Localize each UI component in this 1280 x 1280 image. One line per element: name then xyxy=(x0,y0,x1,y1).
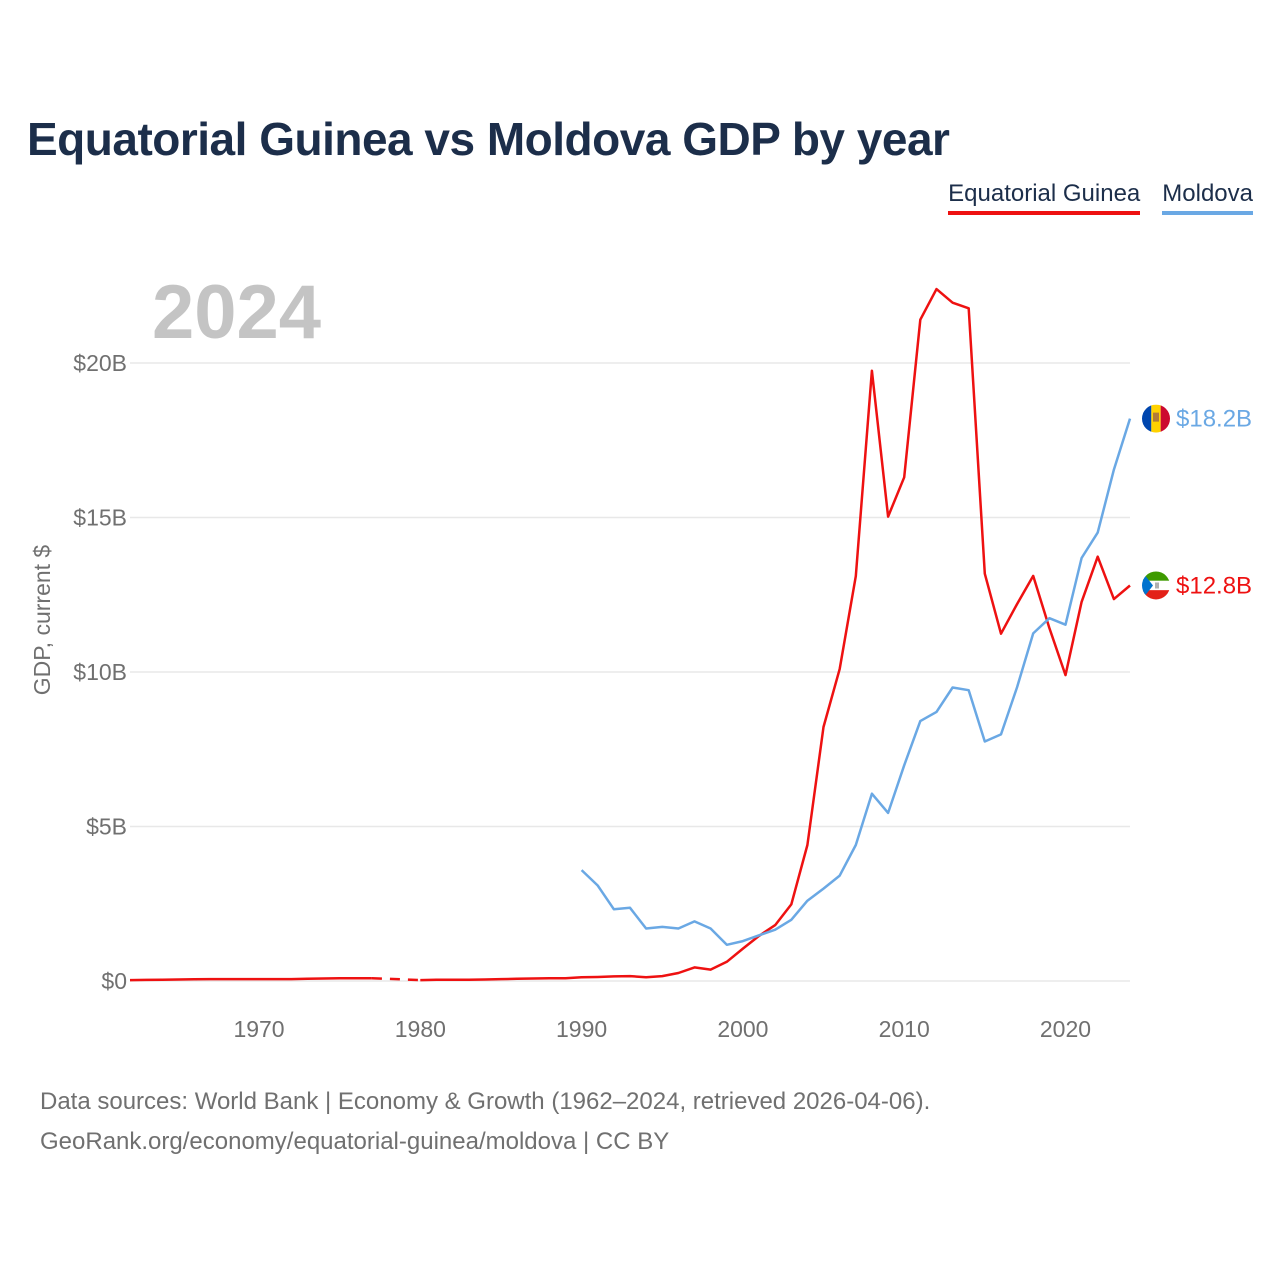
y-tick-label: $20B xyxy=(73,350,127,376)
moldova-flag-icon xyxy=(1142,404,1170,433)
x-tick-label: 2020 xyxy=(1040,1016,1091,1042)
y-tick-label: $10B xyxy=(73,659,127,685)
y-tick-label: $15B xyxy=(73,505,127,531)
series-line-equatorial-guinea[interactable] xyxy=(129,976,372,982)
end-markers: $18.2B $12.8B xyxy=(1142,404,1252,600)
series-line-equatorial-guinea[interactable] xyxy=(420,287,1131,982)
source-link[interactable]: GeoRank.org/economy/equatorial-guinea/mo… xyxy=(40,1128,670,1155)
x-tick-label: 2010 xyxy=(879,1016,930,1042)
x-tick-label: 1980 xyxy=(395,1016,446,1042)
x-tick-label: 1990 xyxy=(556,1016,607,1042)
equatorial-guinea-flag-icon xyxy=(1142,571,1170,600)
y-axis-label: GDP, current $ xyxy=(29,545,55,696)
end-label-equatorial-guinea: $12.8B xyxy=(1176,572,1252,599)
series-gap-equatorial-guinea xyxy=(371,976,421,982)
series-line-moldova[interactable] xyxy=(580,418,1132,947)
legend-item-equatorial-guinea[interactable]: Equatorial Guinea xyxy=(948,180,1141,215)
footer: Data sources: World Bank | Economy & Gro… xyxy=(40,1082,930,1162)
end-label-moldova: $18.2B xyxy=(1176,406,1252,433)
x-tick-label: 1970 xyxy=(233,1016,284,1042)
series-lines xyxy=(129,287,1132,982)
legend-item-moldova[interactable]: Moldova xyxy=(1162,180,1253,215)
year-label: 2024 xyxy=(152,270,321,355)
x-tick-label: 2000 xyxy=(717,1016,768,1042)
data-sources: Data sources: World Bank | Economy & Gro… xyxy=(40,1088,931,1115)
y-tick-label: $5B xyxy=(86,814,127,840)
grid-lines xyxy=(130,362,1130,982)
chart-title: Equatorial Guinea vs Moldova GDP by year xyxy=(27,113,950,165)
y-axis-ticks: $0 $5B $10B $15B $20B xyxy=(73,350,127,994)
legend: Equatorial Guinea Moldova xyxy=(948,180,1253,215)
x-axis-ticks: 1970 1980 1990 2000 2010 2020 xyxy=(233,1016,1091,1042)
y-tick-label: $0 xyxy=(101,968,127,994)
